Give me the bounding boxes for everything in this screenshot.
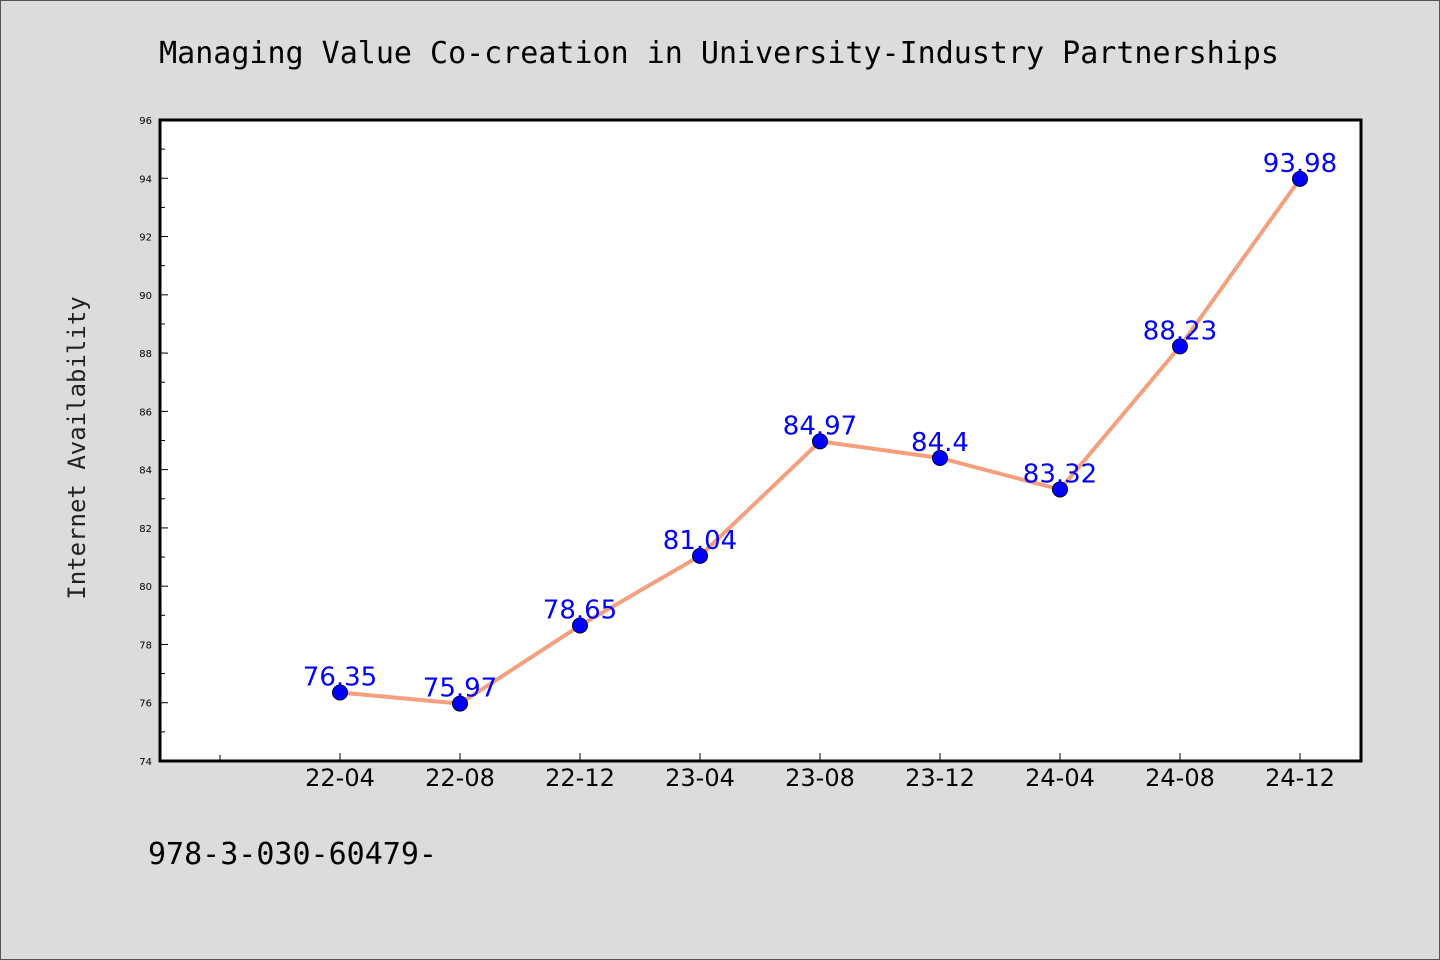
y-tick-label: 78 (139, 640, 152, 651)
y-tick-label: 92 (139, 233, 152, 244)
x-tick-label: 23-08 (785, 764, 855, 792)
x-tick-label: 22-08 (425, 764, 495, 792)
data-label: 75.97 (423, 674, 497, 704)
data-label-layer: 76.35 75.97 78.65 81.04 84.97 84.4 83.32 88.23 9… (303, 149, 1337, 704)
data-point-marker (332, 684, 348, 701)
x-tick-label: 24-12 (1265, 764, 1335, 792)
chart-title: Managing Value Co-creation in University… (159, 36, 1279, 71)
y-tick-label: 90 (139, 291, 152, 302)
y-tick-label: 96 (139, 116, 152, 127)
data-point-marker (1052, 481, 1068, 498)
x-axis: 22-04 22-08 22-12 23-04 23-08 23-12 24-04 24-08… (219, 753, 1335, 792)
x-tick-label: 23-12 (905, 764, 975, 792)
x-tick-label: 22-04 (305, 764, 375, 792)
y-tick-label: 88 (139, 349, 152, 360)
data-point-marker (1172, 338, 1188, 355)
data-label: 78.65 (543, 596, 617, 626)
y-tick-label: 94 (139, 174, 152, 185)
data-point-marker (692, 547, 708, 564)
data-label: 81.04 (663, 526, 737, 556)
y-tick-label: 74 (139, 757, 152, 768)
data-point-marker (1292, 170, 1308, 187)
data-label: 84.97 (783, 411, 857, 441)
plot-area (158, 118, 1363, 763)
x-tick-label: 24-08 (1145, 764, 1215, 792)
data-point-marker (932, 449, 948, 466)
data-point-marker (572, 617, 588, 634)
x-tick-label: 23-04 (665, 764, 735, 792)
y-axis: 74 76 78 80 82 84 86 88 90 92 94 96 (139, 116, 168, 768)
data-label: 76.35 (303, 663, 377, 693)
series-layer (332, 170, 1308, 712)
y-tick-label: 80 (139, 582, 152, 593)
y-tick-label: 76 (139, 699, 152, 710)
data-label: 83.32 (1023, 459, 1097, 489)
data-label: 93.98 (1263, 149, 1337, 179)
data-label: 88.23 (1143, 316, 1217, 346)
x-tick-label: 22-12 (545, 764, 615, 792)
data-point-marker (452, 695, 468, 712)
y-tick-label: 82 (139, 524, 152, 535)
x-tick-label: 24-04 (1025, 764, 1095, 792)
footer-isbn-text: 978-3-030-60479- (148, 837, 437, 872)
y-tick-label: 86 (139, 407, 152, 418)
y-axis-label: Internet Availability (63, 296, 91, 599)
data-label: 84.4 (911, 428, 969, 458)
y-tick-label: 84 (139, 466, 152, 477)
data-point-marker (812, 433, 828, 450)
